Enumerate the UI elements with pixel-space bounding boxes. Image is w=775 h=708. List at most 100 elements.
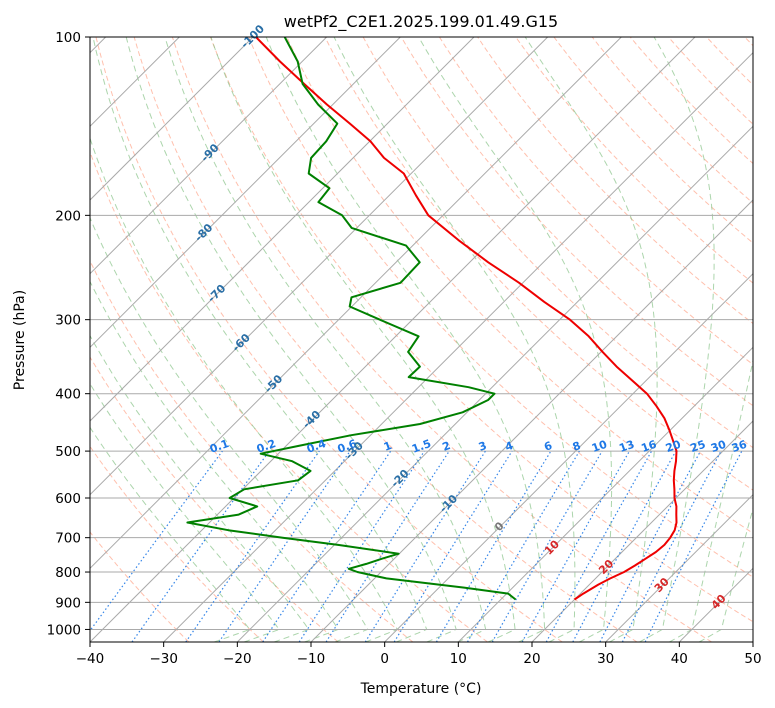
y-tick-label: 800: [55, 565, 81, 581]
moist-adiabat: [265, 37, 546, 642]
y-tick-label: 300: [55, 313, 81, 329]
dry-adiabat: [171, 37, 712, 642]
isotherm-line: [90, 37, 696, 642]
dry-adiabat: [95, 37, 563, 642]
isotherm-line: [457, 346, 753, 642]
y-tick-label: 100: [55, 30, 81, 46]
moist-adiabat: [90, 382, 281, 642]
mixing-ratio-label: 10: [590, 438, 609, 456]
moist-adiabat: [418, 37, 613, 642]
dry-adiabat: [438, 37, 753, 366]
moist-adiabat: [125, 37, 457, 642]
mixing-ratio-line: [185, 450, 320, 642]
isotherm-line: [384, 272, 753, 642]
moist-adiabat: [164, 37, 487, 642]
moist-adiabat: [210, 37, 516, 642]
mixing-ratio-label: 6: [542, 439, 554, 454]
mixing-ratio-label: 0.1: [208, 437, 231, 456]
isotherm-line: [531, 420, 753, 642]
x-tick-label: −30: [149, 651, 178, 667]
dry-adiabat: [248, 37, 753, 578]
dewpoint-profile-line: [186, 37, 517, 601]
moist-adiabat: [90, 334, 310, 642]
dry-adiabat: [286, 37, 753, 534]
dry-adiabat: [90, 356, 339, 642]
mixing-ratio-line: [262, 450, 392, 642]
x-tick-label: −40: [76, 651, 105, 667]
mixing-ratio-label: 4: [503, 439, 515, 454]
isotherm-line: [90, 37, 328, 275]
isotherm-line: [236, 125, 753, 642]
y-tick-label: 1000: [47, 622, 81, 638]
x-tick-label: 40: [671, 651, 688, 667]
dry-adiabat: [477, 37, 753, 325]
dry-adiabat: [591, 37, 753, 204]
mixing-ratio-label: 0.2: [255, 437, 278, 456]
chart-title: wetPf2_C2E1.2025.199.01.49.G15: [284, 12, 558, 32]
moist-adiabat: [639, 37, 715, 642]
isotherm-line: [90, 37, 401, 349]
mixing-ratio-label: 0.4: [305, 437, 328, 456]
mixing-ratio-label: 3: [477, 439, 489, 454]
dry-adiabat: [324, 37, 753, 491]
dry-adiabat: [210, 37, 753, 623]
dry-adiabat: [90, 150, 488, 642]
mixing-ratio-label: 20: [664, 438, 683, 456]
mixing-ratio-line: [298, 450, 425, 642]
mixing-ratio-line: [521, 450, 631, 642]
dry-adiabat: [553, 37, 753, 244]
x-tick-label: 0: [380, 651, 389, 667]
isotherm-line: [605, 493, 753, 642]
moist-adiabat: [698, 506, 753, 642]
isotherm-line: [163, 51, 753, 642]
y-tick-label: 500: [55, 444, 81, 460]
x-tick-label: −20: [223, 651, 252, 667]
mixing-ratio-line: [545, 450, 653, 642]
y-tick-label: 600: [55, 491, 81, 507]
line-labels: 0.1 0.2 0.4 0.6 1 1.5 2 3 4 6 8 10 13 16 20 25 30 36-100-…: [192, 22, 749, 612]
mixing-ratio-label: 8: [571, 439, 583, 454]
axes: −40 −30 −20 −10 0 10 20 30 40 5010020030040050060…: [47, 30, 762, 667]
plot-frame: [89, 36, 754, 643]
profile-lines: [186, 37, 678, 601]
mixing-ratio-label: 16: [639, 438, 658, 456]
moist-adiabat: [92, 37, 428, 642]
mixing-ratio-line: [131, 450, 270, 642]
x-tick-label: 30: [597, 651, 614, 667]
temperature-profile-line: [255, 37, 678, 601]
moist-adiabat: [333, 37, 576, 642]
isotherm-line: [90, 37, 549, 496]
y-tick-label: 700: [55, 531, 81, 547]
x-tick-label: 50: [744, 651, 761, 667]
x-axis-label: Temperature (°C): [360, 681, 482, 697]
mixing-ratio-line: [572, 450, 677, 642]
mixing-ratio-line: [393, 450, 513, 642]
isotherm-line: [310, 199, 753, 642]
dry-adiabat: [90, 259, 414, 642]
mixing-ratio-label: 36: [730, 438, 749, 456]
mixing-ratio-line: [90, 450, 223, 632]
x-tick-label: 20: [523, 651, 540, 667]
mixing-ratio-label: 25: [688, 438, 707, 455]
x-tick-label: 10: [450, 651, 467, 667]
moist-adiabat: [524, 37, 658, 642]
isotherm-line: [90, 37, 475, 422]
x-tick-label: −10: [297, 651, 326, 667]
mixing-ratio-label: 1: [382, 439, 394, 454]
dry-adiabat: [90, 531, 190, 642]
moist-adiabat: [669, 358, 753, 642]
y-axis-label: Pressure (hPa): [12, 290, 28, 390]
y-tick-label: 200: [55, 208, 81, 224]
moist-adiabat: [90, 280, 340, 642]
moist-adiabat: [90, 136, 398, 642]
y-tick-label: 400: [55, 387, 81, 403]
mixing-ratio-label: 30: [709, 438, 728, 456]
mixing-ratio-label: 13: [617, 438, 636, 455]
isotherm-line: [90, 37, 254, 201]
mixing-ratio-line: [218, 450, 351, 642]
mixing-ratio-label: 1.5: [410, 437, 433, 456]
mixing-ratio-line: [644, 450, 743, 642]
dry-adiabat: [133, 37, 638, 642]
y-tick-label: 900: [55, 595, 81, 611]
